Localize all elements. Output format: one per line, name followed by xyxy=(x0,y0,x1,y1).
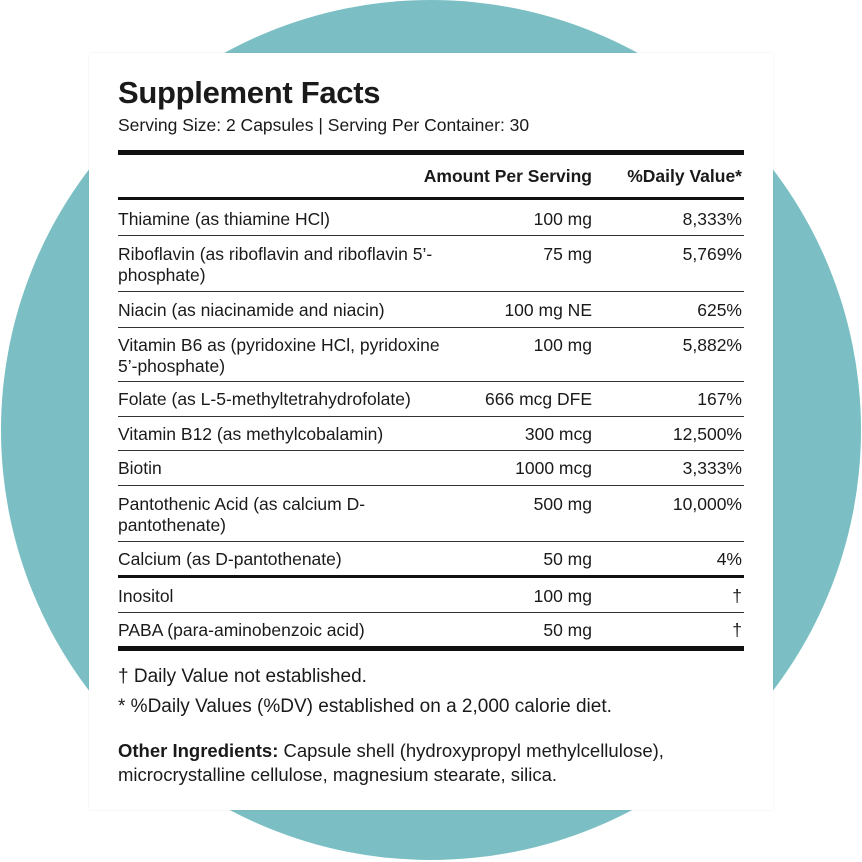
nutrient-dv: 625% xyxy=(697,300,742,320)
nutrient-amount: 100 mg xyxy=(533,335,592,355)
other-ingredients-label: Other Ingredients: xyxy=(118,740,279,761)
nutrient-amount: 300 mcg xyxy=(524,424,592,444)
divider xyxy=(118,291,744,292)
nutrient-dv: † xyxy=(732,586,742,606)
nutrient-name: Inositol xyxy=(118,586,174,606)
nutrient-amount: 100 mg xyxy=(533,586,592,606)
table-row: Biotin 1000 mcg 3,333% xyxy=(118,451,744,485)
divider xyxy=(118,381,744,382)
other-ingredients: Other Ingredients: Capsule shell (hydrox… xyxy=(118,739,758,787)
divider xyxy=(118,327,744,328)
nutrient-name: Vitamin B12 (as methylcobalamin) xyxy=(118,424,384,444)
nutrient-dv: 4% xyxy=(716,549,742,569)
nutrient-dv: 8,333% xyxy=(682,209,742,229)
nutrient-dv: 12,500% xyxy=(672,424,742,444)
footnote-dagger: † Daily Value not established. xyxy=(118,666,367,687)
nutrient-amount: 50 mg xyxy=(543,549,592,569)
divider xyxy=(118,416,744,417)
nutrient-amount: 500 mg xyxy=(533,494,592,514)
facts-table: Amount Per Serving %Daily Value* Thiamin… xyxy=(118,150,744,651)
nutrient-amount: 50 mg xyxy=(543,620,592,640)
table-row: Thiamine (as thiamine HCl) 100 mg 8,333% xyxy=(118,200,744,235)
footnotes: † Daily Value not established. * %Daily … xyxy=(118,662,612,722)
nutrient-name: Niacin (as niacinamide and niacin) xyxy=(118,300,385,320)
nutrient-amount: 1000 mcg xyxy=(515,458,592,478)
nutrient-dv: 5,769% xyxy=(682,244,742,264)
table-row: Niacin (as niacinamide and niacin) 100 m… xyxy=(118,292,744,327)
nutrient-dv: 10,000% xyxy=(672,494,742,514)
nutrient-amount: 100 mg xyxy=(533,209,592,229)
table-row: Pantothenic Acid (as calcium D-pantothen… xyxy=(118,486,744,541)
divider xyxy=(118,612,744,613)
nutrient-dv: 167% xyxy=(697,389,742,409)
nutrient-name: Pantothenic Acid (as calcium D-pantothen… xyxy=(118,494,366,535)
divider xyxy=(118,485,744,486)
header-amount: Amount Per Serving xyxy=(423,166,592,186)
divider-thick xyxy=(118,150,744,155)
nutrient-name: Biotin xyxy=(118,458,162,478)
table-row: PABA (para-aminobenzoic acid) 50 mg † xyxy=(118,613,744,646)
table-row: Vitamin B12 (as methylcobalamin) 300 mcg… xyxy=(118,417,744,450)
divider xyxy=(118,450,744,451)
nutrient-name: Calcium (as D-pantothenate) xyxy=(118,549,342,569)
divider-header xyxy=(118,197,744,200)
header-daily-value: %Daily Value* xyxy=(627,166,742,186)
nutrient-name: Thiamine (as thiamine HCl) xyxy=(118,209,331,229)
table-header: Amount Per Serving %Daily Value* xyxy=(118,155,744,197)
serving-info: Serving Size: 2 Capsules | Serving Per C… xyxy=(118,115,530,135)
other-ingredients-text: Capsule shell (hydroxypropyl methylcellu… xyxy=(118,740,664,785)
divider-thick xyxy=(118,646,744,651)
nutrient-name: Vitamin B6 as (pyridoxine HCl, pyridoxin… xyxy=(118,335,440,376)
panel-title: Supplement Facts xyxy=(118,75,381,110)
nutrient-name: PABA (para-aminobenzoic acid) xyxy=(118,620,365,640)
table-row: Riboflavin (as riboflavin and riboflavin… xyxy=(118,236,744,291)
divider-section xyxy=(118,575,744,578)
nutrient-amount: 100 mg NE xyxy=(504,300,592,320)
supplement-facts-panel: Supplement Facts Serving Size: 2 Capsule… xyxy=(89,53,773,810)
table-row: Inositol 100 mg † xyxy=(118,578,744,612)
nutrient-dv: 5,882% xyxy=(682,335,742,355)
nutrient-name: Riboflavin (as riboflavin and riboflavin… xyxy=(118,244,433,285)
nutrient-dv: † xyxy=(732,620,742,640)
footnote-asterisk: * %Daily Values (%DV) established on a 2… xyxy=(118,696,612,717)
table-row: Vitamin B6 as (pyridoxine HCl, pyridoxin… xyxy=(118,328,744,381)
table-row: Calcium (as D-pantothenate) 50 mg 4% xyxy=(118,542,744,575)
divider xyxy=(118,235,744,236)
nutrient-dv: 3,333% xyxy=(682,458,742,478)
nutrient-name: Folate (as L-5-methyltetrahydrofolate) xyxy=(118,389,411,409)
nutrient-amount: 75 mg xyxy=(543,244,592,264)
divider xyxy=(118,541,744,542)
table-row: Folate (as L-5-methyltetrahydrofolate) 6… xyxy=(118,382,744,416)
nutrient-amount: 666 mcg DFE xyxy=(485,389,592,409)
